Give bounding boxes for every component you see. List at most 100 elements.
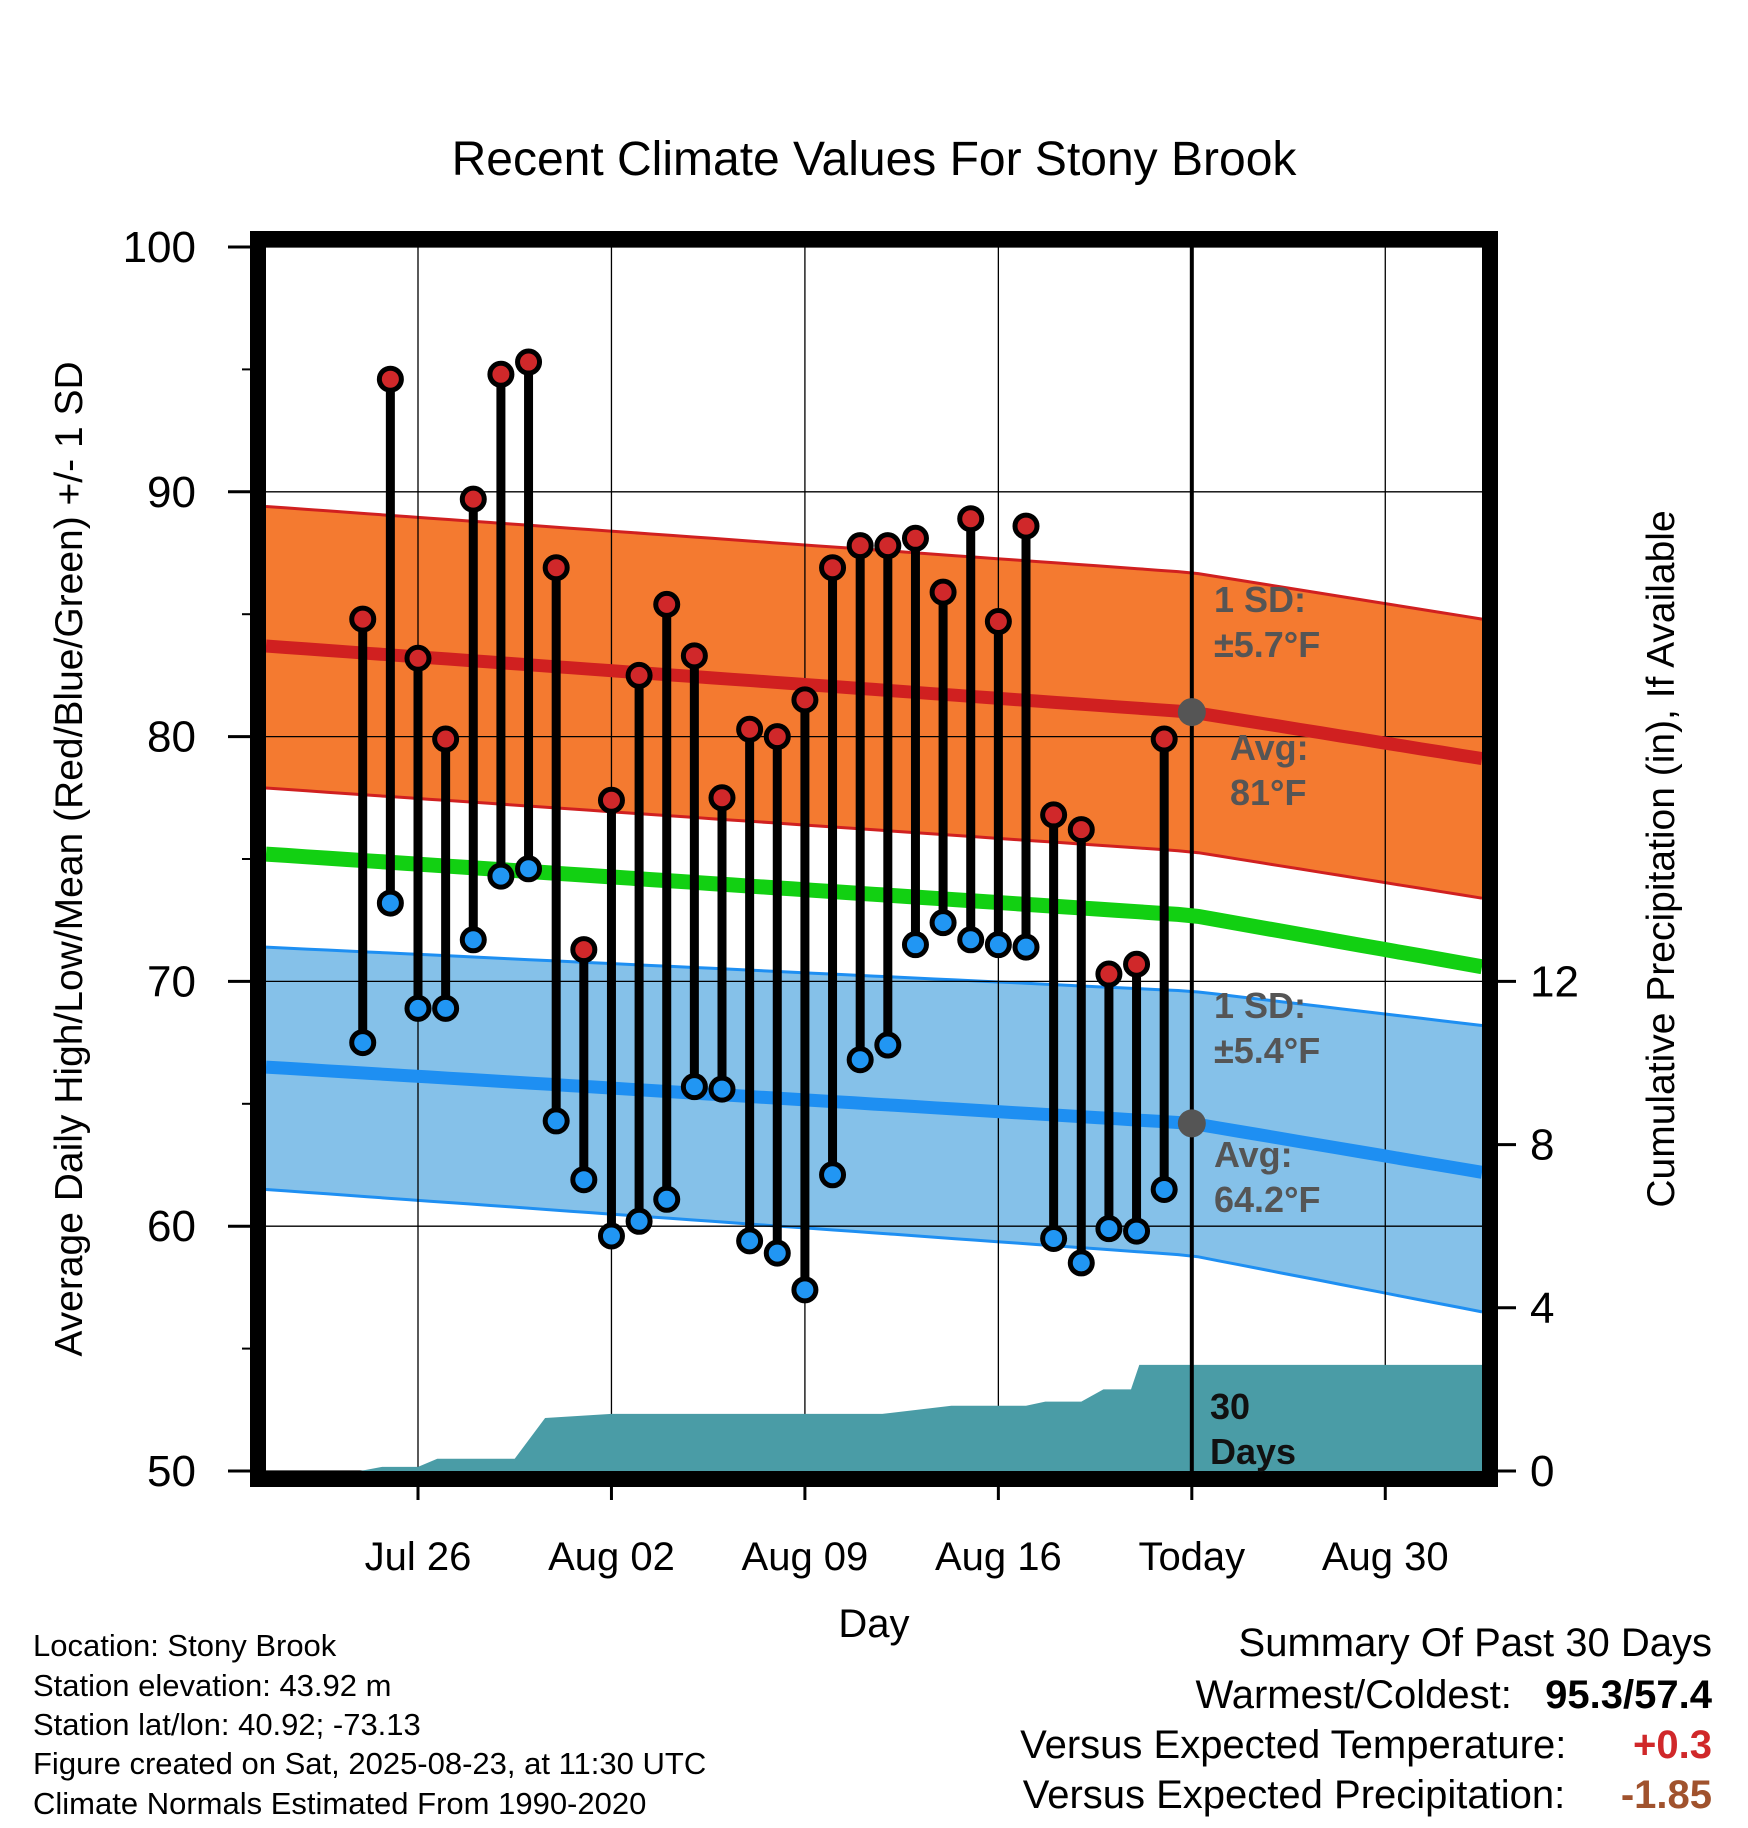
daily-high-point: [929, 578, 957, 606]
daily-low-point: [597, 1222, 625, 1250]
high-sd-band-upper-edge: [265, 505, 1483, 621]
daily-high-point: [515, 348, 543, 376]
x-axis-label: Day: [838, 1602, 909, 1646]
x-tick-label: Aug 09: [742, 1535, 869, 1579]
y-tick-label: 70: [147, 957, 196, 1006]
daily-high-point: [1067, 816, 1095, 844]
temp-value: +0.3: [1633, 1723, 1712, 1767]
y-tick-label: 60: [147, 1202, 196, 1251]
y-axis-label: Average Daily High/Low/Mean (Red/Blue/Gr…: [48, 361, 91, 1356]
daily-low-point: [1123, 1217, 1151, 1245]
daily-high-point: [957, 505, 985, 533]
high-sd-band-lower-edge: [265, 786, 1483, 900]
daily-low-point: [1095, 1215, 1123, 1243]
summary-temp: Versus Expected Temperature: +0.3: [1020, 1723, 1712, 1768]
daily-low-point: [1067, 1249, 1095, 1277]
daily-low-point: [874, 1031, 902, 1059]
daily-low-point: [929, 909, 957, 937]
days-annotation-line-1: 30: [1210, 1386, 1250, 1427]
x-tick-label: Aug 30: [1322, 1535, 1449, 1579]
daily-low-point: [791, 1276, 819, 1304]
daily-low-point: [708, 1075, 736, 1103]
low-avg-annotation-line-2: 64.2°F: [1214, 1179, 1320, 1220]
avg-mean-line: [265, 846, 1484, 975]
daily-low-point: [487, 862, 515, 890]
today-low-avg-marker: [1177, 1109, 1206, 1138]
daily-low-point: [515, 855, 543, 883]
x-tick-label: Aug 02: [548, 1535, 675, 1579]
summary-title: Summary Of Past 30 Days: [1238, 1621, 1712, 1665]
daily-low-point: [625, 1207, 653, 1235]
high-avg-annotation-line-1: Avg:: [1230, 727, 1309, 768]
daily-high-point: [874, 532, 902, 560]
x-tick-label: Jul 26: [365, 1535, 472, 1579]
summary-precip: Versus Expected Precipitation: -1.85: [1023, 1773, 1712, 1818]
y-tick-label: 100: [123, 223, 196, 272]
x-tick-label: Aug 16: [935, 1535, 1062, 1579]
daily-low-point: [432, 994, 460, 1022]
low-sd-annotation-line-1: 1 SD:: [1214, 985, 1306, 1026]
daily-high-point: [736, 715, 764, 743]
daily-high-point: [1150, 725, 1178, 753]
warm-cold-label: Warmest/Coldest:: [1195, 1673, 1512, 1717]
daily-low-point: [984, 931, 1012, 959]
daily-high-point: [819, 554, 847, 582]
warmest-value: 95.3: [1545, 1673, 1624, 1717]
y-tick-label: 80: [147, 713, 196, 762]
daily-high-point: [625, 661, 653, 689]
daily-high-point: [984, 608, 1012, 636]
precip-value: -1.85: [1620, 1773, 1712, 1817]
daily-high-point: [459, 485, 487, 513]
footer-latlon: Station lat/lon: 40.92; -73.13: [33, 1707, 421, 1742]
daily-low-point: [1040, 1224, 1068, 1252]
daily-high-point: [1095, 960, 1123, 988]
daily-low-point: [459, 926, 487, 954]
daily-high-point: [1123, 950, 1151, 978]
y2-tick-label: 4: [1530, 1284, 1554, 1333]
footer-elevation: Station elevation: 43.92 m: [33, 1668, 392, 1703]
days-annotation-line-2: Days: [1210, 1431, 1296, 1472]
daily-high-point: [901, 524, 929, 552]
daily-low-point: [1012, 933, 1040, 961]
daily-high-point: [349, 605, 377, 633]
daily-low-point: [570, 1166, 598, 1194]
low-sd-band-upper-edge: [265, 945, 1483, 1027]
y-tick-label: 90: [147, 468, 196, 517]
precip-label: Versus Expected Precipitation:: [1022, 1773, 1566, 1817]
daily-high-point: [1012, 512, 1040, 540]
high-sd-annotation-line-2: ±5.7°F: [1214, 624, 1320, 665]
high-sd-annotation-line-1: 1 SD:: [1214, 579, 1306, 620]
daily-low-point: [653, 1185, 681, 1213]
daily-high-point: [432, 725, 460, 753]
high-avg-annotation-line-2: 81°F: [1230, 772, 1306, 813]
daily-high-point: [376, 365, 404, 393]
daily-high-point: [404, 644, 432, 672]
y2-tick-label: 12: [1530, 957, 1579, 1006]
daily-low-point: [763, 1239, 791, 1267]
daily-high-point: [542, 554, 570, 582]
today-high-avg-marker: [1177, 698, 1206, 727]
daily-high-point: [487, 360, 515, 388]
y2-tick-label: 0: [1530, 1447, 1554, 1496]
summary-warm-cold: Warmest/Coldest: 95.3/57.4: [1195, 1673, 1712, 1717]
daily-low-point: [819, 1161, 847, 1189]
daily-low-point: [846, 1046, 874, 1074]
daily-high-point: [570, 936, 598, 964]
daily-low-point: [404, 994, 432, 1022]
daily-high-point: [680, 642, 708, 670]
daily-low-point: [1150, 1175, 1178, 1203]
chart-title: Recent Climate Values For Stony Brook: [452, 133, 1298, 186]
temp-label: Versus Expected Temperature:: [1020, 1723, 1567, 1767]
daily-high-point: [597, 786, 625, 814]
footer-location: Location: Stony Brook: [33, 1628, 337, 1663]
high-sd-band: [266, 506, 1482, 899]
x-tick-label: Today: [1138, 1535, 1245, 1579]
daily-low-point: [957, 926, 985, 954]
daily-low-point: [349, 1029, 377, 1057]
daily-high-point: [653, 590, 681, 618]
daily-low-point: [901, 931, 929, 959]
daily-high-point: [846, 532, 874, 560]
y-tick-label: 50: [147, 1447, 196, 1496]
low-sd-band: [266, 947, 1482, 1312]
